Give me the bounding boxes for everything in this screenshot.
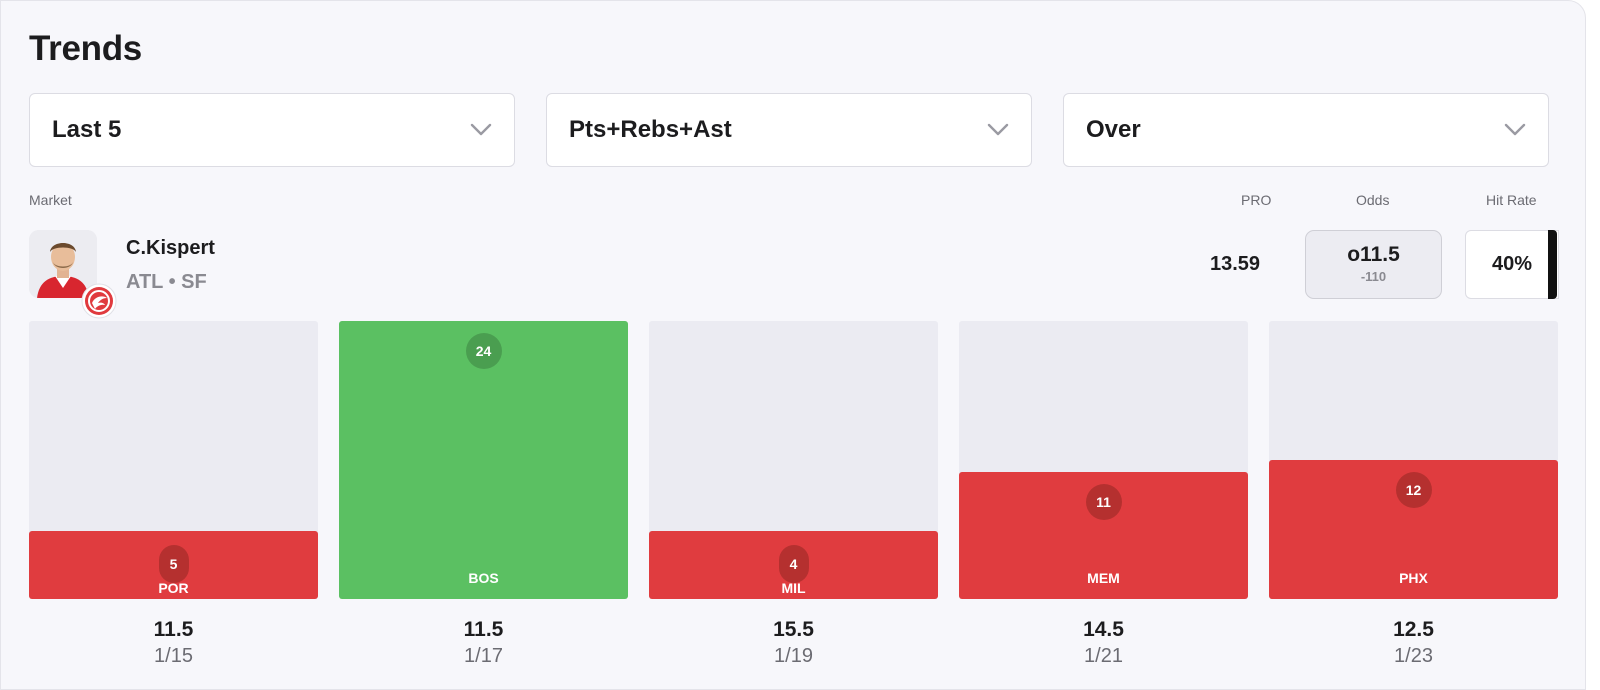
odds-button[interactable]: o11.5 -110 [1305,230,1442,299]
bar-track-por[interactable]: 5 POR [29,321,318,599]
odds-column-header: Odds [1356,192,1390,208]
chevron-down-icon [987,123,1009,136]
game-date: 1/23 [1394,645,1433,667]
chevron-down-icon [1504,123,1526,136]
hit-rate-column-header: Hit Rate [1486,192,1537,208]
pro-projection-value: 13.59 [1210,253,1261,275]
game-line-value: 11.5 [463,618,504,641]
game-date: 1/21 [1084,645,1123,667]
bar-track-mil[interactable]: 4 MIL [649,321,938,599]
bar-value-label: 11 [1085,484,1122,520]
bar-value-label: 5 [158,545,189,583]
bar-value-label: 24 [465,333,502,369]
bar-track-phx[interactable]: 12 PHX [1269,321,1558,599]
game-line-value: 12.5 [1393,618,1434,641]
game-date: 1/17 [464,645,503,667]
pro-column-header: PRO [1241,192,1272,208]
game-date: 1/19 [774,645,813,667]
bar-value-label: 4 [778,545,809,583]
bar-opponent-label: POR [158,580,189,596]
bar-track-bos[interactable]: 24 BOS [339,321,628,599]
market-column-header: Market [29,192,72,208]
hit-rate-accent [1548,230,1557,299]
game-line-value: 15.5 [773,618,814,641]
stat-type-dropdown[interactable]: Pts+Rebs+Ast [546,93,1032,167]
page-title: Trends [29,29,142,68]
chevron-down-icon [470,123,492,136]
player-avatar[interactable] [29,230,97,298]
game-line-value: 11.5 [153,618,194,641]
player-team-position: ATL • SF [126,271,207,293]
games-range-dropdown[interactable]: Last 5 [29,93,515,167]
bar-por: 5 POR [29,531,318,599]
game-date: 1/15 [154,645,193,667]
bar-opponent-label: PHX [1399,570,1428,586]
bar-phx: 12 PHX [1269,460,1558,599]
odds-price: -110 [1360,269,1387,284]
player-name[interactable]: C.Kispert [126,237,215,259]
bar-opponent-label: MEM [1087,570,1120,586]
hit-rate-value: 40% [1465,230,1559,299]
game-line-value: 14.5 [1083,618,1124,641]
player-headshot-icon [29,230,97,298]
stat-type-value: Pts+Rebs+Ast [569,116,732,143]
bar-opponent-label: MIL [781,580,806,596]
bar-mem: 11 MEM [959,472,1248,599]
over-under-dropdown[interactable]: Over [1063,93,1549,167]
bar-mil: 4 MIL [649,531,938,599]
bar-track-mem[interactable]: 11 MEM [959,321,1248,599]
bar-value-label: 12 [1395,472,1432,508]
bar-opponent-label: BOS [468,570,499,586]
bar-bos: 24 BOS [339,321,628,599]
over-under-value: Over [1086,116,1141,143]
odds-line: o11.5 [1347,243,1400,266]
games-range-value: Last 5 [52,116,122,143]
atlanta-hawks-logo-icon [81,283,117,319]
